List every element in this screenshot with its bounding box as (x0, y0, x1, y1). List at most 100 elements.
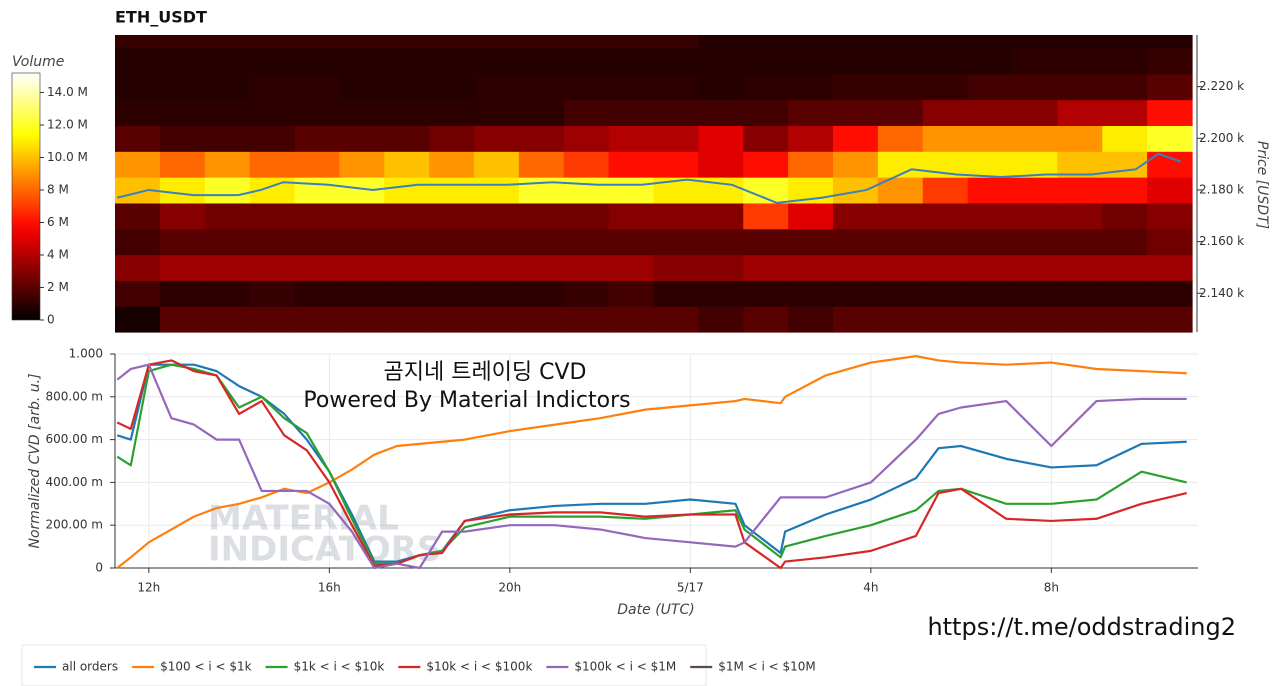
heatmap-cell (563, 228, 610, 256)
heatmap-cell (653, 99, 699, 126)
heatmap-cell (115, 73, 161, 101)
heatmap-cell (698, 306, 744, 333)
heatmap-cell (115, 47, 161, 75)
heatmap-cell (159, 202, 206, 230)
heatmap-cell (608, 73, 655, 101)
heatmap-cell (159, 280, 206, 307)
legend-label: $10k < i < $100k (426, 660, 532, 674)
heatmap-cell (518, 125, 565, 152)
heatmap-cell (159, 228, 206, 256)
heatmap-cell (518, 99, 565, 126)
heatmap-cell (1147, 125, 1193, 152)
heatmap-cell (159, 125, 206, 152)
heatmap-cell (653, 280, 699, 307)
heatmap-cell (204, 73, 251, 101)
heatmap-cell (474, 228, 520, 256)
heatmap-cell (967, 73, 1014, 101)
heatmap-cell (204, 254, 251, 281)
heatmap-cell (474, 177, 520, 204)
y-tick-label: 400.00 m (46, 475, 104, 489)
annotation: 곰지네 트레이딩 CVD (383, 360, 586, 385)
heatmap-cell (788, 73, 834, 101)
heatmap-cell (1057, 254, 1103, 281)
heatmap-cell (922, 306, 969, 333)
heatmap-cell (877, 202, 924, 230)
colorbar-tick-label: 8 M (47, 183, 69, 197)
heatmap-cell (384, 202, 430, 230)
price-tick-label: 2.140 k (1199, 286, 1244, 300)
y-tick-label: 200.00 m (46, 518, 104, 532)
heatmap-cell (249, 254, 296, 281)
heatmap-cell (1147, 254, 1193, 281)
colorbar-label: Volume (12, 54, 64, 70)
heatmap-cell (563, 254, 610, 281)
heatmap-cell (159, 254, 206, 281)
heatmap-cell (249, 280, 296, 307)
heatmap-cell (698, 47, 744, 75)
heatmap-cell (1102, 35, 1148, 49)
heatmap-cell (833, 125, 879, 152)
x-tick-label: 5/17 (677, 581, 704, 595)
heatmap-cell (1057, 73, 1103, 101)
heatmap-cell (563, 125, 610, 152)
heatmap-cell (429, 202, 475, 230)
heatmap-cell (384, 99, 430, 126)
heatmap-cell (518, 177, 565, 204)
heatmap-cell (204, 228, 251, 256)
heatmap-cell (877, 280, 924, 307)
heatmap-cell (204, 280, 251, 307)
heatmap-cell (743, 125, 789, 152)
heatmap-cell (563, 47, 610, 75)
heatmap-cell (1012, 151, 1058, 178)
heatmap-cell (922, 125, 969, 152)
heatmap-cell (339, 99, 385, 126)
heatmap-cell (115, 151, 161, 178)
heatmap-cell (204, 202, 251, 230)
heatmap-cell (339, 306, 385, 333)
heatmap-cell (518, 280, 565, 307)
heatmap-cell (384, 35, 430, 49)
heatmap-cell (249, 35, 296, 49)
heatmap-cell (653, 228, 699, 256)
heatmap-cell (339, 202, 385, 230)
heatmap-cell (384, 47, 430, 75)
heatmap-cell (698, 254, 744, 281)
heatmap-cell (474, 73, 520, 101)
heatmap-cell (833, 99, 879, 126)
heatmap-cell (249, 47, 296, 75)
heatmap-cell (1057, 177, 1103, 204)
heatmap-cell (653, 306, 699, 333)
colorbar (11, 72, 41, 321)
heatmap-cell (115, 254, 161, 281)
x-tick-label: 8h (1044, 581, 1059, 595)
heatmap-cell (1147, 73, 1193, 101)
heatmap-cell (698, 280, 744, 307)
chart-title: ETH_USDT (115, 8, 207, 27)
heatmap-cell (204, 35, 251, 49)
colorbar-tick-label: 0 (47, 313, 55, 327)
heatmap-cell (1057, 35, 1103, 49)
heatmap-cell (1012, 254, 1058, 281)
heatmap-cell (339, 73, 385, 101)
heatmap-cell (204, 151, 251, 178)
heatmap-cell (1012, 280, 1058, 307)
heatmap-cell (788, 125, 834, 152)
heatmap-cell (384, 254, 430, 281)
heatmap-cell (518, 47, 565, 75)
heatmap-cell (249, 73, 296, 101)
heatmap-cell (115, 228, 161, 256)
heatmap-cell (877, 47, 924, 75)
footer-link: https://t.me/oddstrading2 (927, 613, 1236, 641)
heatmap-cell (563, 35, 610, 49)
heatmap-cell (1012, 202, 1058, 230)
heatmap-cell (518, 151, 565, 178)
heatmap-cell (249, 306, 296, 333)
heatmap-cell (563, 151, 610, 178)
heatmap-cell (877, 254, 924, 281)
heatmap-cell (1147, 177, 1193, 204)
heatmap-cell (339, 47, 385, 75)
heatmap-cell (833, 47, 879, 75)
heatmap-cell (608, 306, 655, 333)
heatmap-cell (1057, 47, 1103, 75)
heatmap-cell (474, 202, 520, 230)
